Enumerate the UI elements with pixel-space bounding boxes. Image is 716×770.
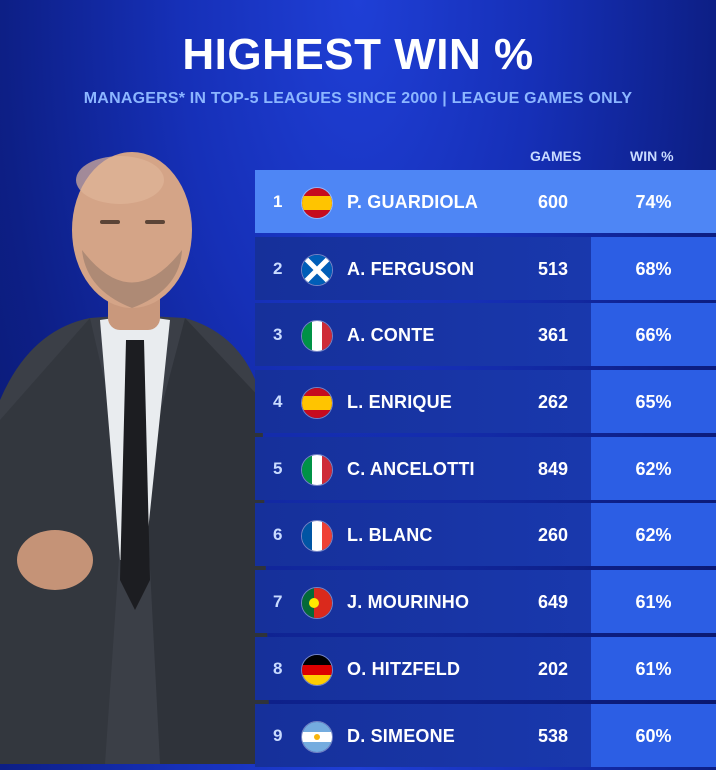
win-percentage: 65% [635, 392, 672, 413]
win-cell-background [591, 436, 716, 500]
rank-number: 6 [273, 525, 283, 545]
manager-name: J. MOURINHO [347, 592, 470, 613]
france-flag-icon [301, 520, 333, 553]
table-row: 6 L. BLANC 260 62% [255, 503, 716, 567]
win-cell-background [591, 570, 716, 634]
win-cell-background [591, 503, 716, 567]
win-cell-background [591, 236, 716, 300]
table-row: 8 O. HITZFELD 202 61% [255, 636, 716, 700]
manager-name: P. GUARDIOLA [347, 192, 479, 212]
manager-name: L. ENRIQUE [347, 392, 453, 413]
rank-number: 9 [273, 725, 283, 745]
rank-number: 4 [273, 392, 283, 412]
manager-name: A. FERGUSON [347, 258, 475, 279]
argentina-flag-icon [301, 720, 333, 753]
spain-flag-icon [301, 187, 333, 219]
win-cell-background [591, 703, 716, 767]
games-value: 538 [537, 725, 569, 746]
win-cell-background [591, 303, 716, 367]
table-row: 9 D. SIMEONE 538 60% [255, 703, 716, 767]
rank-number: 1 [273, 192, 283, 211]
win-column-header: WIN % [630, 148, 674, 164]
manager-name: O. HITZFELD [347, 658, 461, 679]
win-cell-background [591, 636, 716, 700]
win-percentage: 61% [635, 658, 672, 679]
spain-flag-icon [301, 387, 333, 420]
win-cell-background [591, 370, 716, 434]
win-percentage: 74% [635, 192, 672, 212]
rank-number: 5 [273, 458, 283, 478]
win-percentage: 62% [635, 458, 672, 479]
win-percentage: 68% [635, 258, 672, 279]
italy-flag-icon [301, 320, 333, 353]
manager-name: A. CONTE [347, 325, 435, 346]
table-row: 4 L. ENRIQUE 262 65% [255, 370, 716, 434]
manager-name: L. BLANC [347, 525, 433, 546]
table-row: 2 A. FERGUSON 513 68% [255, 236, 716, 300]
table-row: 7 J. MOURINHO 649 61% [255, 570, 716, 634]
games-value: 513 [537, 258, 569, 279]
portugal-flag-icon [301, 587, 333, 620]
page-subtitle: MANAGERS* IN TOP-5 LEAGUES SINCE 2000 | … [83, 90, 633, 107]
rank-number: 7 [273, 592, 283, 612]
win-percentage: 60% [635, 725, 672, 746]
manager-photo [0, 152, 270, 764]
games-value: 649 [537, 592, 569, 613]
games-value: 262 [537, 392, 569, 413]
manager-name: C. ANCELOTTI [347, 458, 475, 479]
table-row: 3 A. CONTE 361 66% [255, 303, 716, 367]
games-value: 202 [537, 658, 569, 679]
rank-number: 2 [273, 258, 283, 278]
italy-flag-icon [301, 453, 333, 486]
win-percentage: 66% [635, 325, 672, 346]
games-value: 600 [537, 192, 569, 212]
rank-number: 8 [273, 658, 283, 678]
win-percentage: 62% [635, 525, 672, 546]
manager-name: D. SIMEONE [347, 725, 456, 746]
games-value: 260 [537, 525, 569, 546]
scotland-flag-icon [301, 253, 333, 286]
table-row: 1 P. GUARDIOLA 600 74% [255, 170, 716, 233]
rank-number: 3 [273, 325, 283, 345]
win-percentage: 61% [635, 592, 672, 613]
games-column-header: GAMES [530, 148, 582, 164]
games-value: 849 [537, 458, 569, 479]
page-title: HIGHEST WIN % [182, 30, 534, 79]
germany-flag-icon [301, 653, 333, 686]
games-value: 361 [537, 325, 569, 346]
table-row: 5 C. ANCELOTTI 849 62% [255, 436, 716, 500]
rankings-table: 1 P. GUARDIOLA 600 74% 2 A. FERGUSON 513 68% 3 A.… [255, 170, 716, 770]
